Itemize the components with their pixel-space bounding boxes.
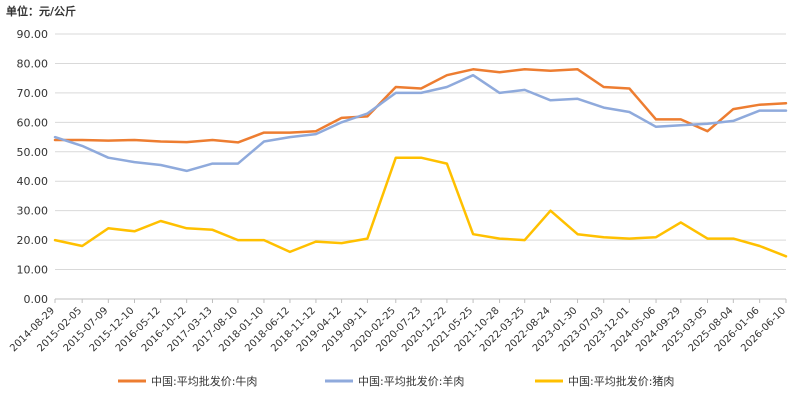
series-lines: [53, 68, 788, 258]
y-tick-label: 40.00: [17, 175, 49, 188]
y-tick-label: 60.00: [17, 116, 49, 129]
gridlines: [55, 33, 786, 300]
series-line-pork: [53, 156, 788, 258]
series-line-mutton: [53, 73, 788, 173]
legend-label-beef: 中国:平均批发价:牛肉: [151, 374, 257, 388]
x-axis: 2014-08-292015-02-052015-07-092015-12-10…: [8, 299, 788, 354]
y-tick-label: 50.00: [17, 146, 49, 159]
legend-label-pork: 中国:平均批发价:猪肉: [568, 374, 674, 388]
y-tick-label: 20.00: [17, 234, 49, 247]
unit-label: 单位：元/公斤: [6, 5, 77, 18]
y-tick-label: 70.00: [17, 87, 49, 100]
y-tick-label: 0.00: [24, 293, 49, 306]
y-tick-label: 30.00: [17, 205, 49, 218]
y-axis: 0.00 10.00 20.00 30.00 40.00 50.00 60.00 70.00 8…: [17, 28, 49, 306]
y-tick-label: 90.00: [17, 28, 49, 41]
legend: 中国:平均批发价:牛肉 中国:平均批发价:羊肉 中国:平均批发价:猪肉: [118, 374, 674, 388]
legend-label-mutton: 中国:平均批发价:羊肉: [358, 374, 464, 388]
y-tick-label: 10.00: [17, 264, 49, 277]
y-tick-label: 80.00: [17, 57, 49, 70]
series-line-beef: [53, 68, 788, 144]
